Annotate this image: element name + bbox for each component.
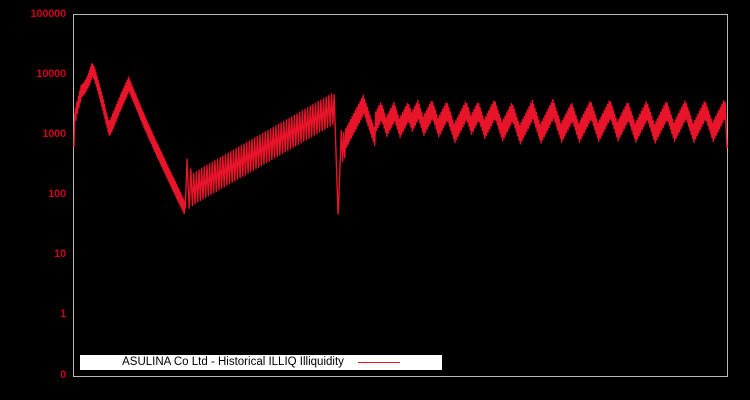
legend: ASULINA Co Ltd - Historical ILLIQ Illiqu… bbox=[80, 355, 442, 370]
y-axis-tick-0: 0 bbox=[60, 369, 66, 381]
illiq-series-line bbox=[73, 63, 728, 215]
legend-line-swatch bbox=[357, 362, 400, 363]
y-axis-tick-10000: 10000 bbox=[36, 68, 66, 80]
y-axis-tick-1000: 1000 bbox=[42, 128, 66, 140]
y-axis-tick-1: 1 bbox=[60, 308, 66, 320]
y-axis-tick-100000: 100000 bbox=[30, 8, 66, 20]
legend-label: ASULINA Co Ltd - Historical ILLIQ Illiqu… bbox=[122, 356, 344, 368]
chart-plot-area bbox=[73, 63, 728, 215]
plot-frame bbox=[73, 14, 728, 377]
y-axis-tick-10: 10 bbox=[54, 248, 66, 260]
y-axis-tick-100: 100 bbox=[48, 188, 66, 200]
